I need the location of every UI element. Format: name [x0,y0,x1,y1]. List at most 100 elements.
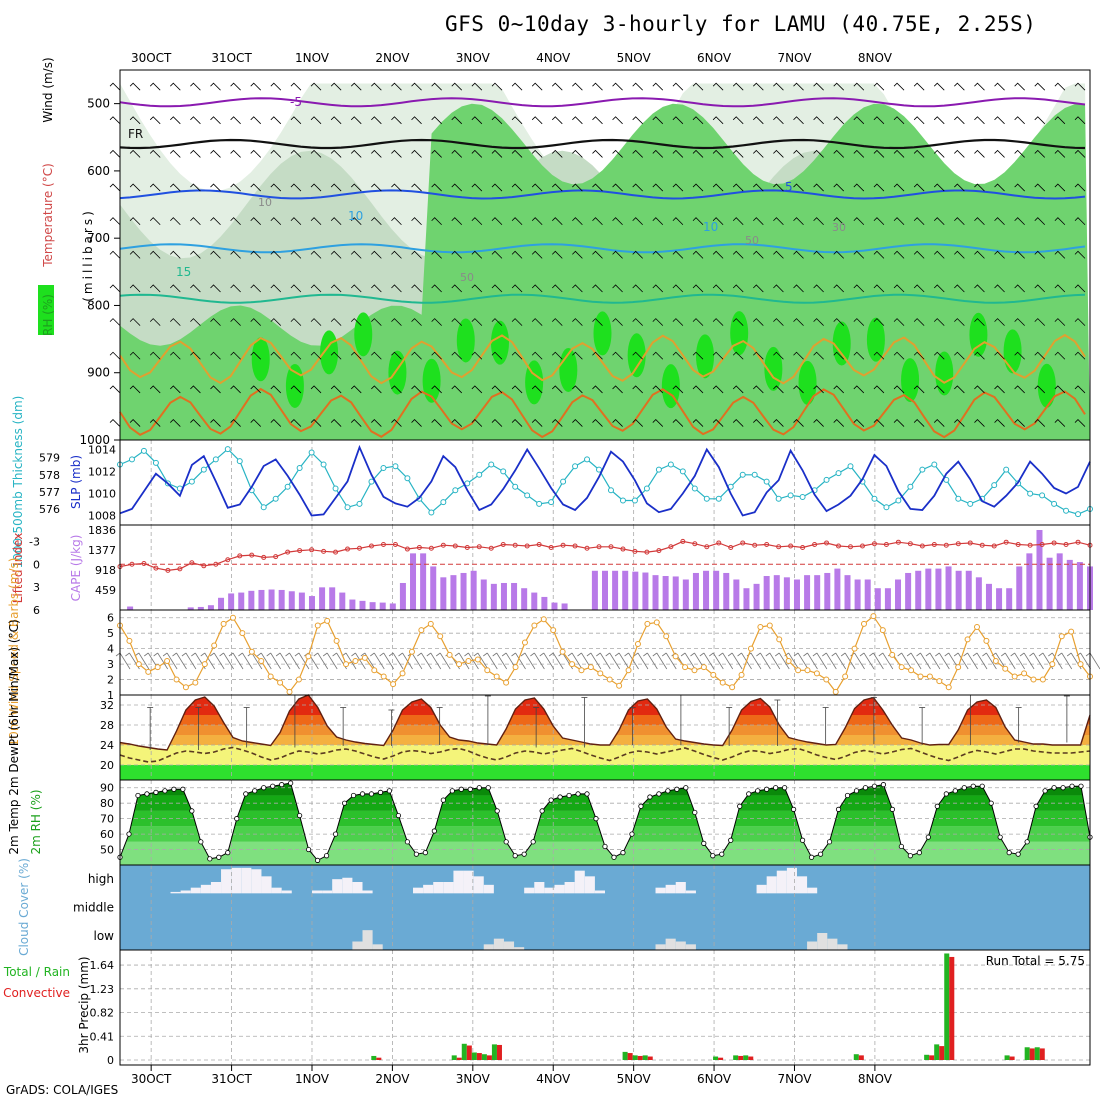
wind-barb [210,82,221,91]
wind-barb [974,250,985,259]
wind-barb [712,217,724,226]
temp-tick-label: 32 [100,699,114,712]
wind-barb [109,284,121,293]
cape-tick-label: 1377 [88,544,116,557]
wind-barb [371,385,382,394]
wind-barb [129,217,141,226]
wind-barb [869,652,884,670]
wind-barb [1074,183,1086,192]
wind-barb [793,217,804,226]
wind-barb [732,116,744,125]
wind-barb [290,250,302,259]
wind-speed-point [192,679,199,686]
cloud-low-cell [685,944,696,950]
cloud-high-cell [443,882,454,894]
wind-speed-point [427,620,434,627]
wind-barb [330,82,342,91]
wind-barb [411,183,422,192]
wind-barb [793,284,804,293]
wind-speed-point [644,620,651,627]
rh-point [1006,850,1012,856]
wind-barb [873,284,885,293]
wind-barb [172,652,187,670]
wind-barb [953,652,969,670]
wind-barb [1010,652,1025,670]
wind-barb [391,418,402,427]
wind-speed-point [540,616,547,623]
wind-ylabel: 10m Wind Speed & Barbs (m/s) [7,558,21,747]
wind-speed-point [747,645,754,652]
wind-barb [411,217,422,226]
wind-barb [994,250,1005,259]
wind-barb [270,217,282,226]
wind-barb [250,82,262,91]
cloud-high-cell [332,879,343,894]
wind-barb [109,318,121,326]
wind-barb [672,250,684,259]
wind-barb [491,250,503,259]
wind-barb [793,183,804,192]
wind-barb [371,149,382,158]
wind-barb [350,183,362,192]
wind-barb [692,116,704,125]
cape-bar [440,577,447,610]
cloud-high-cell [241,867,252,894]
cape-bar [500,582,507,610]
precip-conv-bar [627,1053,633,1060]
wind-barb [170,183,181,192]
wind-barb [833,385,845,394]
rh-point [557,794,563,800]
wind-barb [451,250,463,259]
wind-speed-point [729,684,736,691]
wind-speed-point [173,676,180,683]
wind-barb [954,116,965,125]
cloud-high-cell [776,870,787,894]
precip-tick-label: 1.64 [90,959,115,972]
cloud-high-cell [473,876,484,894]
wind-barb [652,284,664,293]
thickness-point [1051,500,1058,507]
cape-bar [207,605,214,610]
wind-barb [310,116,322,125]
wind-speed-point [616,682,623,689]
thickness-point [428,509,435,516]
wind-barb [652,652,668,670]
wind-barb [831,652,847,670]
rh-point [988,800,994,806]
wind-barb [290,385,302,394]
cloud-high-cell [544,887,555,894]
wind-speed-point [371,667,378,674]
precip-tick-label: 1.23 [90,983,115,996]
wind-barb [753,250,764,259]
cape-bar [490,583,497,610]
wind-barb [813,385,824,394]
wind-barb [833,183,845,192]
wind-speed-point [333,637,340,644]
cape-bar [288,591,295,610]
rh-point [171,786,177,792]
wind-barb [893,250,905,259]
wind-barb [330,351,342,360]
wind-barb [330,284,342,293]
thickness-tick-label: 577 [39,486,60,499]
cloud-low-cell [483,944,494,950]
cape-bar [1056,553,1063,610]
temp-tick-label: 28 [100,719,114,732]
wind-barb [551,284,563,293]
wind-barb [435,652,451,670]
wind-speed-point [201,661,208,668]
wind-tick-label: 4 [107,643,114,656]
wind-barb [893,284,905,293]
wind-speed-point [182,684,189,691]
wind-speed-point [305,653,312,660]
wind-barb [190,418,201,427]
cape-bar [197,606,204,610]
date-label-top: 30OCT [131,51,172,65]
wind-barb [411,418,422,427]
wind-barb [511,82,523,91]
rh-label: 50 [460,271,474,284]
wind-barb [1034,318,1046,326]
thickness-point [440,499,447,506]
wind-barb [853,217,865,226]
wind-barb [1014,284,1025,293]
